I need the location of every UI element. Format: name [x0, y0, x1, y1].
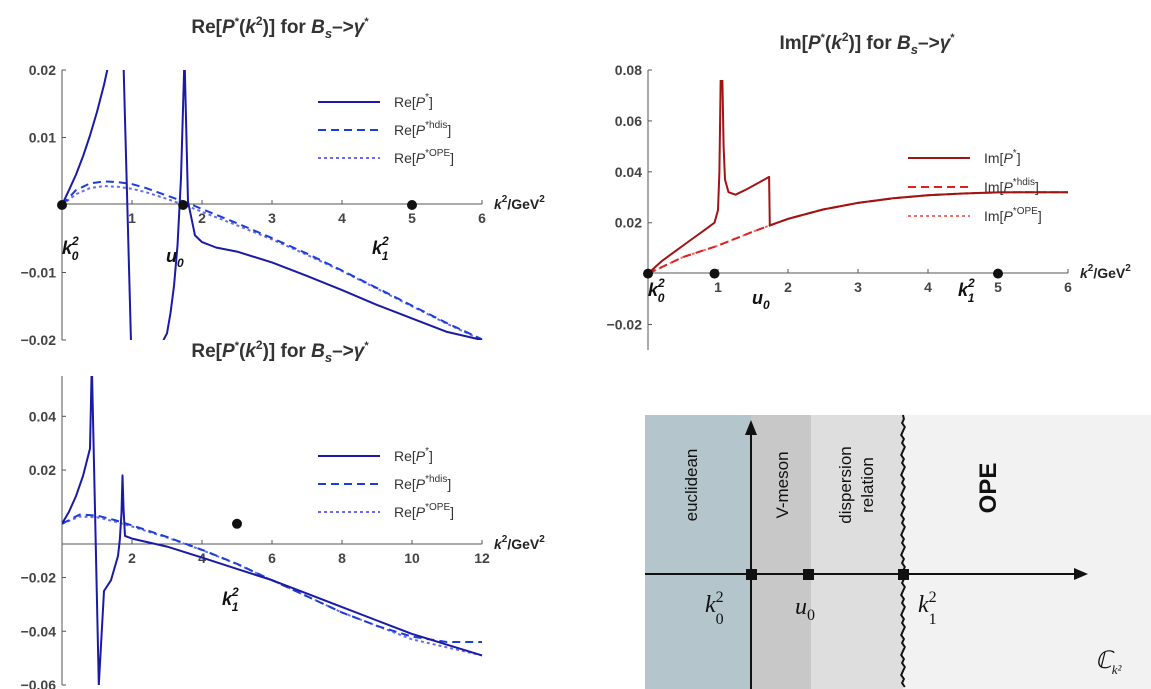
y-tick-label: −0.04: [21, 623, 57, 639]
legend-label: Im[P*hdis]: [984, 177, 1039, 195]
x-tick-label: 6: [1064, 279, 1072, 295]
legend-label: Re[P*]: [394, 92, 433, 110]
chart-2-k0-label: k2 0: [648, 276, 665, 305]
chart-3-k1-label: k2 1: [222, 585, 239, 614]
legend-label: Re[P*]: [394, 446, 433, 464]
y-tick-label: −0.06: [21, 677, 57, 689]
series-line-dotted: [62, 515, 483, 657]
chart-1-x-label: k2/GeV2: [494, 194, 545, 212]
x-tick-label: 2: [784, 279, 792, 295]
marker-point: [178, 200, 189, 210]
marker-point: [232, 518, 242, 529]
chart-2-u0-label: u0: [752, 288, 770, 312]
x-tick-label: 2: [198, 210, 206, 226]
series-line-solid: [648, 80, 1068, 275]
y-tick-label: −0.01: [21, 265, 57, 281]
region-label-v-meson: V-meson: [773, 451, 792, 518]
chart-2-k1-label: k2 1: [958, 276, 975, 305]
marker-point: [643, 268, 653, 279]
x-tick-label: 2: [128, 550, 136, 566]
legend-label: Im[P*]: [984, 148, 1021, 166]
series-line-dashed: [62, 180, 483, 340]
chart-bottom-left: Re[P*(k2)] for Bs–>γ* 2 4 6 8 10 120.040.02−0…: [21, 338, 546, 689]
chart-top-right: Im[P*(k2)] for Bs–>γ* 1 2 3 4 5 6 0.08 0.06 0.04…: [607, 30, 1131, 350]
y-tick-label: 0.06: [615, 113, 642, 129]
x-tick-label: 8: [338, 550, 346, 566]
marker-point: [407, 200, 417, 210]
region-euclidean: [645, 415, 751, 689]
series-line-dotted: [648, 191, 1068, 275]
x-tick-label: 10: [404, 550, 420, 566]
chart-top-left: Re[P*(k2)] for Bs–>γ* 1 2 3 4 5 6 0.02 0.01 −0.0…: [21, 14, 546, 348]
marker-point: [709, 268, 720, 279]
x-tick-label: 1: [714, 279, 722, 295]
legend-label: Re[P*OPE]: [394, 148, 454, 166]
region-label-euclidean: euclidean: [682, 449, 701, 522]
chart-3-x-label: k2/GeV2: [494, 534, 545, 552]
chart-2-x-label: k2/GeV2: [1080, 263, 1131, 281]
region-dispersion: [811, 415, 903, 689]
y-tick-label: 0.02: [29, 62, 56, 78]
region-v-meson: [751, 415, 811, 689]
x-tick-label: 6: [268, 550, 276, 566]
x-tick-label: 4: [338, 210, 346, 226]
chart-3-title: Re[P*(k2)] for Bs–>γ*: [191, 338, 369, 365]
legend-label: Im[P*OPE]: [984, 206, 1042, 224]
x-tick-label: 6: [478, 210, 486, 226]
branch-cut-line: [900, 414, 906, 688]
imag-axis-arrow-icon: [745, 420, 757, 435]
chart-1-k1-label: k2 1: [372, 234, 389, 263]
series-line-dashed: [648, 191, 1068, 275]
series-line-dashed: [62, 513, 482, 643]
y-tick-label: 0.01: [29, 130, 56, 146]
region-label-dispersion-line1: dispersion: [836, 446, 855, 524]
chart-1-title: Re[P*(k2)] for Bs–>γ*: [191, 14, 369, 41]
legend-label: Re[P*hdis]: [394, 120, 451, 138]
marker-point: [57, 200, 67, 210]
region-ope: [903, 415, 1151, 689]
x-tick-label: 12: [474, 550, 490, 566]
legend-label: Re[P*OPE]: [394, 502, 454, 520]
real-axis-arrow-icon: [1074, 568, 1088, 580]
x-tick-label: 5: [994, 279, 1002, 295]
x-tick-label: 5: [408, 210, 416, 226]
complex-plane-label: ℂk²: [1095, 648, 1123, 677]
region-label-ope: OPE: [975, 463, 1002, 514]
x-tick-label: 3: [854, 279, 862, 295]
point-u0: [803, 569, 814, 580]
y-tick-label: 0.08: [615, 62, 642, 78]
y-tick-label: 0.02: [29, 462, 56, 478]
y-tick-label: −0.02: [607, 317, 643, 333]
point-k0: [746, 569, 757, 580]
y-tick-label: 0.04: [29, 408, 56, 424]
x-tick-label: 4: [924, 279, 932, 295]
y-tick-label: 0.04: [615, 164, 642, 180]
y-tick-label: −0.02: [21, 332, 57, 348]
region-label-dispersion-line2: relation: [858, 457, 877, 513]
chart-1-k0-label: k2 0: [62, 234, 79, 263]
complex-plane-diagram: euclidean V-meson dispersion relation OP…: [645, 414, 1151, 689]
y-tick-label: −0.02: [21, 570, 57, 586]
x-tick-label: 3: [268, 210, 276, 226]
x-tick-label: 1: [128, 210, 136, 226]
y-tick-label: 0.02: [615, 215, 642, 231]
legend-label: Re[P*hdis]: [394, 474, 451, 492]
point-k1: [898, 569, 909, 580]
marker-point: [993, 268, 1003, 279]
series-line-solid: [62, 70, 483, 340]
series-line-solid: [62, 376, 483, 685]
chart-2-title: Im[P*(k2)] for Bs–>γ*: [779, 30, 955, 57]
series-line-dotted: [62, 185, 483, 340]
